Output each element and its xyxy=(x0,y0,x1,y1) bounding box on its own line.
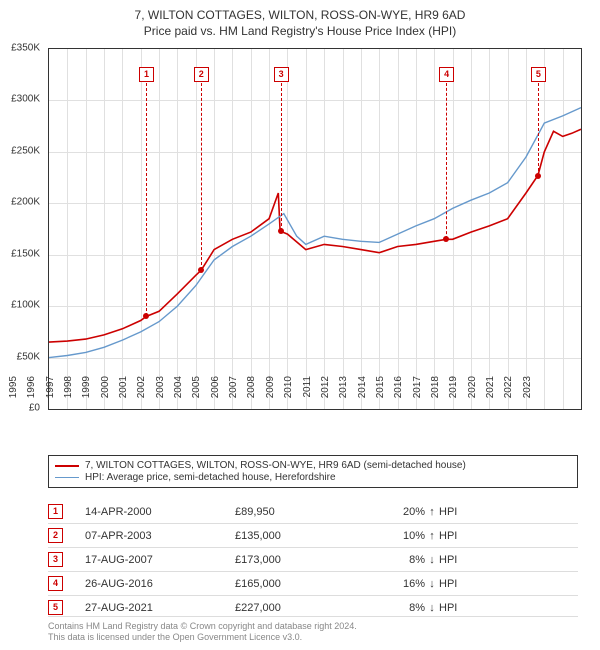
transaction-price: £165,000 xyxy=(235,578,355,590)
legend-label-property: 7, WILTON COTTAGES, WILTON, ROSS-ON-WYE,… xyxy=(85,460,466,471)
y-axis-label: £200K xyxy=(11,197,40,208)
transaction-hpi-label: HPI xyxy=(439,554,479,566)
transaction-marker-num: 2 xyxy=(48,528,63,543)
chart-marker-3: 3 xyxy=(274,67,289,82)
arrow-down-icon: ↓ xyxy=(425,554,439,566)
legend: 7, WILTON COTTAGES, WILTON, ROSS-ON-WYE,… xyxy=(48,455,578,488)
y-axis-label: £250K xyxy=(11,145,40,156)
y-axis-label: £50K xyxy=(17,351,40,362)
arrow-up-icon: ↑ xyxy=(425,506,439,518)
arrow-down-icon: ↓ xyxy=(425,602,439,614)
chart-title: 7, WILTON COTTAGES, WILTON, ROSS-ON-WYE,… xyxy=(0,0,600,38)
transaction-date: 14-APR-2000 xyxy=(85,506,235,518)
transaction-price: £227,000 xyxy=(235,602,355,614)
transactions-table: 114-APR-2000£89,95020%↑HPI207-APR-2003£1… xyxy=(48,500,578,619)
series-line-hpi xyxy=(49,108,581,358)
transaction-delta: 8% xyxy=(355,554,425,566)
chart-marker-line xyxy=(201,83,202,270)
transaction-marker-num: 5 xyxy=(48,600,63,615)
x-axis-label: 1995 xyxy=(8,376,19,416)
chart-marker-line xyxy=(446,83,447,239)
chart-marker-dot xyxy=(278,228,284,234)
y-axis-label: £150K xyxy=(11,248,40,259)
chart-marker-dot xyxy=(443,236,449,242)
transaction-marker-num: 1 xyxy=(48,504,63,519)
chart-marker-line xyxy=(281,83,282,231)
arrow-down-icon: ↓ xyxy=(425,578,439,590)
transaction-hpi-label: HPI xyxy=(439,602,479,614)
chart-area: 12345 £0£50K£100K£150K£200K£250K£300K£35… xyxy=(48,48,580,408)
chart-marker-dot xyxy=(535,173,541,179)
chart-marker-5: 5 xyxy=(531,67,546,82)
arrow-up-icon: ↑ xyxy=(425,530,439,542)
transaction-marker-num: 4 xyxy=(48,576,63,591)
chart-marker-line xyxy=(146,83,147,316)
x-axis-label: 1996 xyxy=(26,376,37,416)
legend-label-hpi: HPI: Average price, semi-detached house,… xyxy=(85,472,336,483)
footer: Contains HM Land Registry data © Crown c… xyxy=(48,616,578,644)
y-axis-label: £350K xyxy=(11,43,40,54)
transaction-price: £135,000 xyxy=(235,530,355,542)
title-address: 7, WILTON COTTAGES, WILTON, ROSS-ON-WYE,… xyxy=(0,8,600,22)
transaction-date: 07-APR-2003 xyxy=(85,530,235,542)
footer-line-2: This data is licensed under the Open Gov… xyxy=(48,632,578,644)
y-axis-label: £300K xyxy=(11,94,40,105)
series-line-property xyxy=(49,129,581,342)
transaction-price: £89,950 xyxy=(235,506,355,518)
chart-marker-1: 1 xyxy=(139,67,154,82)
transaction-hpi-label: HPI xyxy=(439,530,479,542)
footer-line-1: Contains HM Land Registry data © Crown c… xyxy=(48,621,578,633)
chart-marker-dot xyxy=(198,267,204,273)
chart-marker-dot xyxy=(143,313,149,319)
chart-marker-4: 4 xyxy=(439,67,454,82)
transaction-delta: 8% xyxy=(355,602,425,614)
title-subtitle: Price paid vs. HM Land Registry's House … xyxy=(0,24,600,38)
transaction-hpi-label: HPI xyxy=(439,578,479,590)
transaction-delta: 16% xyxy=(355,578,425,590)
legend-item-hpi: HPI: Average price, semi-detached house,… xyxy=(55,472,571,483)
transaction-row: 4 26-AUG-2016£165,00016%↓HPI xyxy=(48,571,578,595)
transaction-date: 17-AUG-2007 xyxy=(85,554,235,566)
chart-marker-2: 2 xyxy=(194,67,209,82)
transaction-row: 2 07-APR-2003£135,00010%↑HPI xyxy=(48,523,578,547)
legend-item-property: 7, WILTON COTTAGES, WILTON, ROSS-ON-WYE,… xyxy=(55,460,571,471)
transaction-date: 26-AUG-2016 xyxy=(85,578,235,590)
transaction-delta: 10% xyxy=(355,530,425,542)
transaction-date: 27-AUG-2021 xyxy=(85,602,235,614)
chart-marker-line xyxy=(538,83,539,176)
transaction-row: 3 17-AUG-2007£173,0008%↓HPI xyxy=(48,547,578,571)
transaction-price: £173,000 xyxy=(235,554,355,566)
chart-lines xyxy=(49,49,581,409)
plot-region: 1 2 3 4 5 xyxy=(48,48,582,410)
legend-swatch-property xyxy=(55,465,79,467)
transaction-marker-num: 3 xyxy=(48,552,63,567)
transaction-hpi-label: HPI xyxy=(439,506,479,518)
transaction-row: 1 14-APR-2000£89,95020%↑HPI xyxy=(48,500,578,523)
y-axis-label: £100K xyxy=(11,300,40,311)
legend-swatch-hpi xyxy=(55,477,79,478)
transaction-delta: 20% xyxy=(355,506,425,518)
